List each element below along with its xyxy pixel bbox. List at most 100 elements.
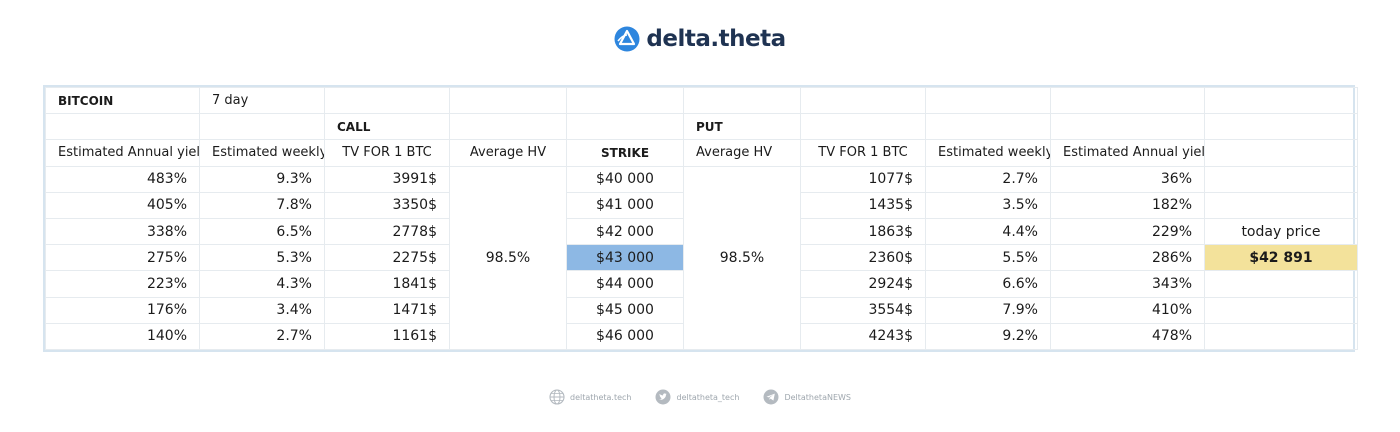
- call-tv-cell: 1471$: [324, 296, 450, 324]
- put-annual-yield-cell: 410%: [1050, 296, 1205, 324]
- put-weekly-cell: 5.5%: [925, 244, 1051, 272]
- table-row: 405% 7.8% 3350$ $41 000 1435$ 3.5% 182%: [45, 191, 1358, 219]
- strike-cell: $40 000: [566, 165, 684, 193]
- put-tv-cell: 1863$: [800, 217, 926, 246]
- put-weekly-cell: 3.5%: [925, 191, 1051, 219]
- header-put-annual: Estimated Annual yield: [1050, 139, 1205, 167]
- delta-theta-logo-icon: [614, 26, 640, 52]
- header-row: Estimated Annual yield Estimated weekly …: [45, 139, 1358, 167]
- call-weekly-cell: 4.3%: [199, 270, 325, 298]
- empty-cell: [45, 113, 200, 141]
- call-average-hv-cell: 98.5%: [449, 165, 567, 351]
- call-tv-cell: 3991$: [324, 165, 450, 193]
- put-weekly-cell: 2.7%: [925, 165, 1051, 193]
- header-call-tv: TV FOR 1 BTC: [324, 139, 450, 167]
- strike-cell: $44 000: [566, 270, 684, 298]
- empty-cell: [566, 113, 684, 141]
- put-annual-yield-cell: 343%: [1050, 270, 1205, 298]
- telegram-icon: [763, 389, 779, 405]
- footer-twitter-link[interactable]: deltatheta_tech: [655, 389, 739, 405]
- call-weekly-cell: 2.7%: [199, 322, 325, 351]
- put-annual-yield-cell: 229%: [1050, 217, 1205, 246]
- call-section-label: CALL: [324, 113, 450, 141]
- period-cell: 7 day: [199, 86, 325, 115]
- strike-cell: $41 000: [566, 191, 684, 219]
- footer-telegram-label: DeltathetaNEWS: [784, 392, 851, 402]
- call-annual-yield-cell: 338%: [45, 217, 200, 246]
- empty-cell: [800, 86, 926, 115]
- call-tv-cell: 3350$: [324, 191, 450, 219]
- header-put-weekly: Estimated weekly: [925, 139, 1051, 167]
- header-call-annual: Estimated Annual yield: [45, 139, 200, 167]
- strike-cell-highlighted: $43 000: [566, 244, 684, 272]
- call-tv-cell: 1161$: [324, 322, 450, 351]
- call-annual-yield-cell: 176%: [45, 296, 200, 324]
- put-average-hv-cell: 98.5%: [683, 165, 801, 351]
- options-table: BITCOIN 7 day CALL PUT Estimated Annual …: [43, 85, 1358, 352]
- strike-cell: $46 000: [566, 322, 684, 351]
- header-call-weekly: Estimated weekly: [199, 139, 325, 167]
- brand-header: delta.theta: [0, 22, 1400, 56]
- empty-cell: [925, 86, 1051, 115]
- put-weekly-cell: 4.4%: [925, 217, 1051, 246]
- empty-cell: [1204, 139, 1358, 167]
- header-call-hv: Average HV: [449, 139, 567, 167]
- header-strike: STRIKE: [566, 139, 684, 167]
- call-weekly-cell: 9.3%: [199, 165, 325, 193]
- footer-website-link[interactable]: deltatheta.tech: [549, 389, 632, 405]
- brand-name: delta.theta: [646, 26, 786, 52]
- empty-cell: [199, 113, 325, 141]
- call-annual-yield-cell: 223%: [45, 270, 200, 298]
- put-annual-yield-cell: 182%: [1050, 191, 1205, 219]
- empty-cell: [1204, 113, 1358, 141]
- call-annual-yield-cell: 483%: [45, 165, 200, 193]
- footer: deltatheta.tech deltatheta_tech Deltathe…: [0, 389, 1400, 405]
- call-weekly-cell: 3.4%: [199, 296, 325, 324]
- section-row: CALL PUT: [45, 113, 1358, 141]
- empty-cell: [1204, 296, 1358, 324]
- strike-cell: $45 000: [566, 296, 684, 324]
- empty-cell: [449, 86, 567, 115]
- table-row: 140% 2.7% 1161$ $46 000 4243$ 9.2% 478%: [45, 322, 1358, 351]
- footer-telegram-link[interactable]: DeltathetaNEWS: [763, 389, 851, 405]
- call-annual-yield-cell: 405%: [45, 191, 200, 219]
- table-row: 223% 4.3% 1841$ $44 000 2924$ 6.6% 343%: [45, 270, 1358, 298]
- put-weekly-cell: 6.6%: [925, 270, 1051, 298]
- empty-cell: [324, 86, 450, 115]
- put-tv-cell: 2360$: [800, 244, 926, 272]
- asset-cell: BITCOIN: [45, 86, 200, 115]
- empty-cell: [1050, 113, 1205, 141]
- header-put-hv: Average HV: [683, 139, 801, 167]
- empty-cell: [566, 86, 684, 115]
- empty-cell: [1204, 270, 1358, 298]
- globe-icon: [549, 389, 565, 405]
- put-tv-cell: 3554$: [800, 296, 926, 324]
- today-price-value: $42 891: [1204, 244, 1358, 272]
- put-annual-yield-cell: 286%: [1050, 244, 1205, 272]
- call-annual-yield-cell: 140%: [45, 322, 200, 351]
- put-tv-cell: 1435$: [800, 191, 926, 219]
- empty-cell: [1204, 86, 1358, 115]
- put-annual-yield-cell: 36%: [1050, 165, 1205, 193]
- title-row: BITCOIN 7 day: [45, 86, 1358, 115]
- empty-cell: [1204, 322, 1358, 351]
- empty-cell: [925, 113, 1051, 141]
- table-row: 483% 9.3% 3991$ 98.5% $40 000 98.5% 1077$ 2.7% 3…: [45, 165, 1358, 351]
- empty-cell: [1204, 165, 1358, 193]
- call-tv-cell: 2778$: [324, 217, 450, 246]
- empty-cell: [1050, 86, 1205, 115]
- call-annual-yield-cell: 275%: [45, 244, 200, 272]
- call-tv-cell: 2275$: [324, 244, 450, 272]
- footer-website-label: deltatheta.tech: [569, 392, 632, 402]
- call-tv-cell: 1841$: [324, 270, 450, 298]
- call-weekly-cell: 6.5%: [199, 217, 325, 246]
- put-annual-yield-cell: 478%: [1050, 322, 1205, 351]
- twitter-icon: [655, 389, 671, 405]
- table-row: 176% 3.4% 1471$ $45 000 3554$ 7.9% 410%: [45, 296, 1358, 324]
- table-row: 275% 5.3% 2275$ $43 000 2360$ 5.5% 286% $42 891: [45, 244, 1358, 272]
- put-tv-cell: 1077$: [800, 165, 926, 193]
- empty-cell: [683, 86, 801, 115]
- footer-twitter-label: deltatheta_tech: [676, 392, 740, 402]
- put-tv-cell: 4243$: [800, 322, 926, 351]
- put-weekly-cell: 9.2%: [925, 322, 1051, 351]
